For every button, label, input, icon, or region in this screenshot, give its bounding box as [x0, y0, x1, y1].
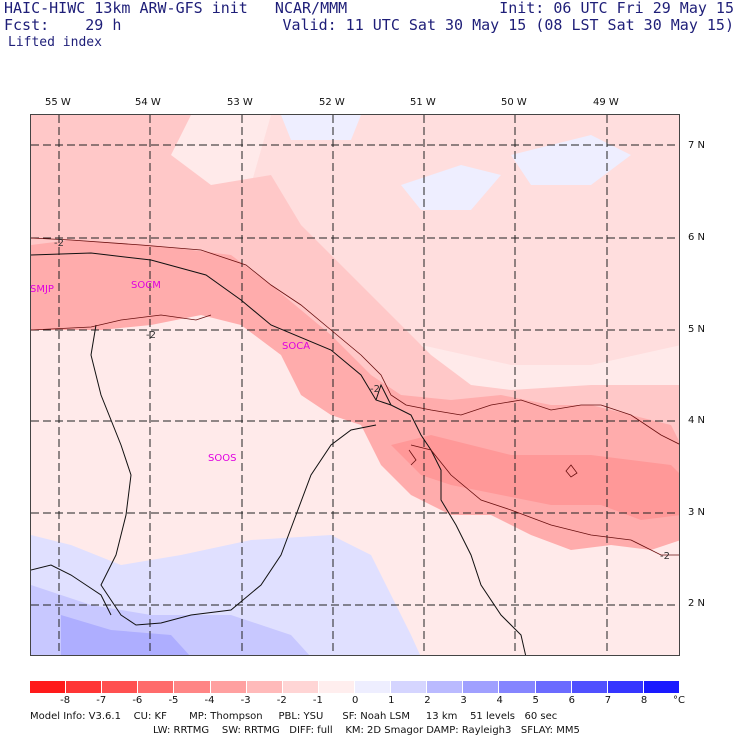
colorbar-cell — [102, 681, 139, 693]
station-socm: SOCM — [131, 280, 161, 291]
model-info-line2: LW: RRTMG SW: RRTMG DIFF: full KM: 2D Sm… — [153, 725, 580, 736]
colorbar-tick-label: -2 — [276, 695, 287, 706]
lat-label-6n: 6 N — [688, 232, 706, 243]
colorbar-cell — [607, 681, 644, 693]
colorbar-cell — [463, 681, 500, 693]
colorbar-cell — [30, 681, 67, 693]
lon-label-52w: 52 W — [319, 97, 345, 108]
station-smjp: SMJP — [30, 284, 54, 295]
colorbar-cell — [174, 681, 211, 693]
colorbar-cell — [66, 681, 103, 693]
lat-label-3n: 3 N — [688, 507, 706, 518]
coastlines — [31, 252, 527, 655]
colorbar-tick-label: 5 — [532, 695, 539, 706]
contour-label-1: -2 — [54, 238, 64, 249]
model-title: HAIC-HIWC 13km ARW-GFS init NCAR/MMM — [4, 0, 348, 17]
negative-three-core — [391, 435, 679, 520]
init-time: Init: 06 UTC Fri 29 May 15 — [499, 0, 734, 17]
lifted-index-map — [31, 115, 679, 655]
lon-label-53w: 53 W — [227, 97, 253, 108]
lat-label-5n: 5 N — [688, 324, 706, 335]
contour-label-2: -2 — [146, 330, 156, 341]
field-name: Lifted index — [8, 35, 102, 50]
station-soca: SOCA — [282, 341, 311, 352]
light-blue-patch-3 — [511, 135, 631, 185]
colorbar-tick-label: -7 — [96, 695, 107, 706]
graticule — [31, 115, 679, 655]
lon-label-49w: 49 W — [593, 97, 619, 108]
lon-label-55w: 55 W — [45, 97, 71, 108]
colorbar-cell — [391, 681, 428, 693]
colorbar-tick-label: -4 — [204, 695, 215, 706]
light-blue-patch-1 — [281, 115, 361, 140]
colorbar-cell — [318, 681, 355, 693]
colorbar-tick-label: -6 — [132, 695, 143, 706]
lat-label-2n: 2 N — [688, 598, 706, 609]
colorbar-cell — [210, 681, 247, 693]
colorbar-tick-label: 7 — [604, 695, 612, 706]
contour-label-3: -2 — [370, 384, 380, 395]
forecast-hour: Fcst: 29 h — [4, 16, 122, 34]
colorbar-tick-label: 3 — [460, 695, 467, 706]
model-info-line1: Model Info: V3.6.1 CU: KF MP: Thompson P… — [30, 711, 558, 722]
contour-label-4: -2 — [660, 551, 670, 562]
colorbar-cell — [535, 681, 572, 693]
colorbar-cell — [427, 681, 464, 693]
contour-mark-2 — [565, 464, 578, 478]
colorbar-cell — [571, 681, 608, 693]
colorbar-tick-label: 0 — [352, 695, 359, 706]
colorbar-cell — [282, 681, 319, 693]
lat-label-7n: 7 N — [688, 140, 706, 151]
colorbar-tick-label: 2 — [424, 695, 431, 706]
colorbar-tick-label: 1 — [388, 695, 395, 706]
light-blue-patch-2 — [401, 165, 501, 210]
colorbar-cell — [643, 681, 680, 693]
valid-time: Valid: 11 UTC Sat 30 May 15 (08 LST Sat … — [282, 16, 734, 34]
colorbar-tick-label: -5 — [168, 695, 179, 706]
lon-label-50w: 50 W — [501, 97, 527, 108]
station-soos: SOOS — [208, 453, 237, 464]
colorbar-cell — [355, 681, 392, 693]
colorbar-tick-label: 8 — [640, 695, 648, 706]
lat-label-4n: 4 N — [688, 415, 706, 426]
contour-mark-1 — [408, 449, 417, 466]
positive-region-3 — [61, 615, 190, 655]
colorbar-tick-label: 4 — [496, 695, 503, 706]
lon-label-51w: 51 W — [410, 97, 436, 108]
colorbar-tick-label: -1 — [312, 695, 323, 706]
colorbar-tick-label: 6 — [568, 695, 576, 706]
colorbar-cell — [246, 681, 283, 693]
colorbar-tick-label: -8 — [60, 695, 71, 706]
map-plot-area — [30, 114, 680, 656]
colorbar-cell — [138, 681, 175, 693]
colorbar-unit: °C — [673, 695, 685, 706]
lon-label-54w: 54 W — [135, 97, 161, 108]
colorbar-tick-label: -3 — [240, 695, 251, 706]
colorbar-cell — [499, 681, 536, 693]
contour-lines — [31, 237, 679, 556]
